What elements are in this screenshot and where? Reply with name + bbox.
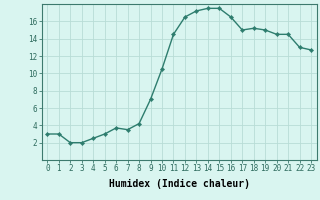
X-axis label: Humidex (Indice chaleur): Humidex (Indice chaleur) [109, 179, 250, 189]
